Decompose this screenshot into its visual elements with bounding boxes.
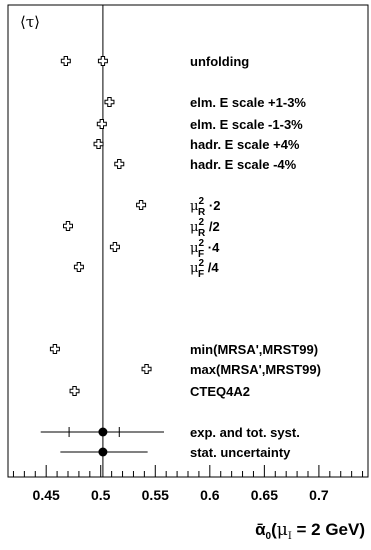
row-label: μ2 R ·2 — [190, 196, 220, 218]
x-tick-label: 0.55 — [142, 487, 169, 503]
data-point — [49, 344, 60, 354]
x-tick-label: 0.45 — [33, 487, 60, 503]
row-label: hadr. E scale -4% — [190, 157, 297, 172]
data-points — [49, 56, 152, 396]
row-labels: unfolding elm. E scale +1-3% elm. E scale … — [190, 54, 321, 460]
data-point — [141, 364, 152, 374]
row-label: hadr. E scale +4% — [190, 137, 300, 152]
data-point — [60, 56, 71, 66]
data-point — [97, 56, 108, 66]
x-axis-label: ᾱ0(μI = 2 GeV) — [255, 520, 365, 542]
x-tick-label: 0.6 — [200, 487, 220, 503]
row-label: exp. and tot. syst. — [190, 425, 300, 440]
row-label: unfolding — [190, 54, 249, 69]
data-point — [114, 159, 125, 169]
plot-frame — [7, 4, 369, 478]
error-bars — [40, 427, 164, 457]
data-point — [93, 139, 104, 149]
x-tick-label: 0.65 — [251, 487, 278, 503]
row-label: max(MRSA',MRST99) — [190, 362, 321, 377]
data-point — [63, 221, 73, 231]
central-value-marker — [98, 427, 108, 437]
row-label: elm. E scale +1-3% — [190, 95, 306, 110]
row-label: min(MRSA',MRST99) — [190, 342, 318, 357]
y-axis-label: ⟨τ⟩ — [20, 13, 40, 31]
row-label: CTEQ4A2 — [190, 384, 250, 399]
data-point — [96, 119, 107, 129]
central-value-marker — [98, 447, 108, 457]
data-point — [69, 386, 80, 396]
row-label: μ2 R /2 — [190, 217, 220, 239]
data-point — [136, 200, 147, 210]
row-label: stat. uncertainty — [190, 445, 291, 460]
x-tick-labels: 0.45 0.5 0.55 0.6 0.65 0.7 — [33, 487, 329, 503]
row-label: elm. E scale -1-3% — [190, 117, 303, 132]
data-point — [104, 97, 115, 107]
data-point — [73, 262, 84, 272]
row-label: μ2 F ·4 — [190, 238, 220, 260]
x-axis-ticks — [12, 465, 364, 477]
row-label: μ2 F /4 — [190, 258, 219, 280]
x-tick-label: 0.5 — [91, 487, 111, 503]
data-point — [109, 242, 120, 252]
x-tick-label: 0.7 — [309, 487, 329, 503]
